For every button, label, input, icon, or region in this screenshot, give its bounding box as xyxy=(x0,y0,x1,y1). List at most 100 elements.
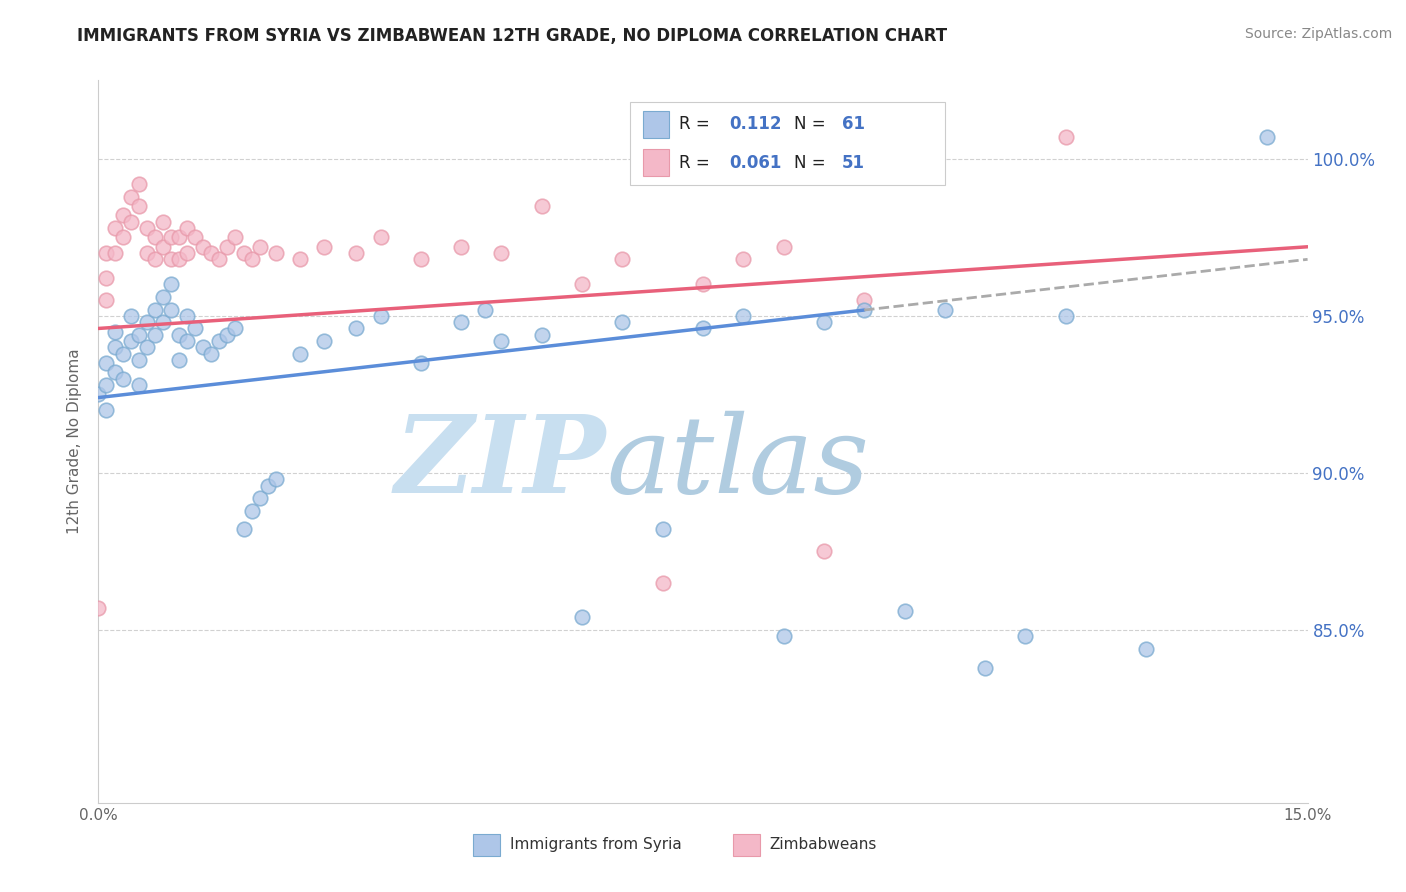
Text: Immigrants from Syria: Immigrants from Syria xyxy=(509,838,682,852)
Point xyxy=(772,240,794,254)
Point xyxy=(491,246,513,260)
Point xyxy=(96,378,118,392)
Point xyxy=(160,230,183,244)
Point xyxy=(256,478,278,492)
Point xyxy=(249,240,271,254)
Point xyxy=(184,321,207,335)
FancyBboxPatch shape xyxy=(474,834,501,855)
Point xyxy=(128,177,150,191)
Text: IMMIGRANTS FROM SYRIA VS ZIMBABWEAN 12TH GRADE, NO DIPLOMA CORRELATION CHART: IMMIGRANTS FROM SYRIA VS ZIMBABWEAN 12TH… xyxy=(77,27,948,45)
Point xyxy=(96,293,118,308)
Point xyxy=(143,252,166,267)
Point xyxy=(193,240,215,254)
Point xyxy=(853,293,876,308)
Y-axis label: 12th Grade, No Diploma: 12th Grade, No Diploma xyxy=(67,349,83,534)
FancyBboxPatch shape xyxy=(630,102,945,185)
Point xyxy=(160,277,183,292)
Point xyxy=(96,356,118,370)
Point xyxy=(103,246,125,260)
Point xyxy=(240,252,263,267)
Point xyxy=(370,309,392,323)
Point xyxy=(249,491,271,505)
Point xyxy=(111,372,134,386)
Point xyxy=(772,629,794,643)
Text: Source: ZipAtlas.com: Source: ZipAtlas.com xyxy=(1244,27,1392,41)
Text: 0.061: 0.061 xyxy=(730,153,782,171)
Point xyxy=(143,230,166,244)
Text: R =: R = xyxy=(679,153,714,171)
Text: R =: R = xyxy=(679,115,714,134)
Point xyxy=(651,523,673,537)
Point xyxy=(1014,629,1036,643)
Point xyxy=(314,334,336,348)
Point xyxy=(128,327,150,342)
Point xyxy=(208,334,231,348)
Point xyxy=(474,302,496,317)
Point xyxy=(264,246,287,260)
Point xyxy=(152,240,174,254)
Point xyxy=(232,523,254,537)
Point xyxy=(288,346,311,360)
Point xyxy=(288,252,311,267)
Text: atlas: atlas xyxy=(606,410,869,516)
Point xyxy=(167,352,190,367)
Text: N =: N = xyxy=(793,153,831,171)
Point xyxy=(111,208,134,222)
Point xyxy=(409,252,432,267)
Point xyxy=(200,346,222,360)
Point xyxy=(135,315,157,329)
Point xyxy=(103,340,125,354)
Point xyxy=(103,366,125,380)
Point xyxy=(491,334,513,348)
Point xyxy=(135,221,157,235)
Point xyxy=(152,315,174,329)
Point xyxy=(571,610,593,624)
Text: ZIP: ZIP xyxy=(395,410,606,516)
Point xyxy=(224,230,246,244)
FancyBboxPatch shape xyxy=(643,149,669,177)
FancyBboxPatch shape xyxy=(643,111,669,138)
Point xyxy=(344,246,367,260)
Point xyxy=(128,378,150,392)
Point xyxy=(813,315,835,329)
Point xyxy=(160,302,183,317)
Point xyxy=(167,327,190,342)
Point xyxy=(370,230,392,244)
Point xyxy=(135,340,157,354)
Point xyxy=(128,199,150,213)
Point xyxy=(143,327,166,342)
Point xyxy=(450,240,472,254)
Point xyxy=(152,290,174,304)
Point xyxy=(96,403,118,417)
Point xyxy=(200,246,222,260)
Point xyxy=(612,315,634,329)
Text: 0.112: 0.112 xyxy=(730,115,782,134)
Point xyxy=(232,246,254,260)
Point xyxy=(176,334,198,348)
Point xyxy=(184,230,207,244)
Point xyxy=(87,601,110,615)
Point xyxy=(167,230,190,244)
Point xyxy=(160,252,183,267)
Point xyxy=(651,575,673,590)
Point xyxy=(1054,129,1077,144)
Point xyxy=(176,221,198,235)
Point xyxy=(120,334,142,348)
Point xyxy=(934,302,956,317)
Point xyxy=(103,221,125,235)
Point xyxy=(96,246,118,260)
Point xyxy=(96,271,118,285)
Point xyxy=(530,199,553,213)
Point xyxy=(450,315,472,329)
Point xyxy=(733,252,755,267)
Point xyxy=(974,661,997,675)
Point xyxy=(813,544,835,558)
Point xyxy=(314,240,336,254)
Point xyxy=(193,340,215,354)
Point xyxy=(224,321,246,335)
Point xyxy=(176,246,198,260)
Point xyxy=(128,352,150,367)
Point xyxy=(143,302,166,317)
Point xyxy=(409,356,432,370)
Point xyxy=(692,321,714,335)
